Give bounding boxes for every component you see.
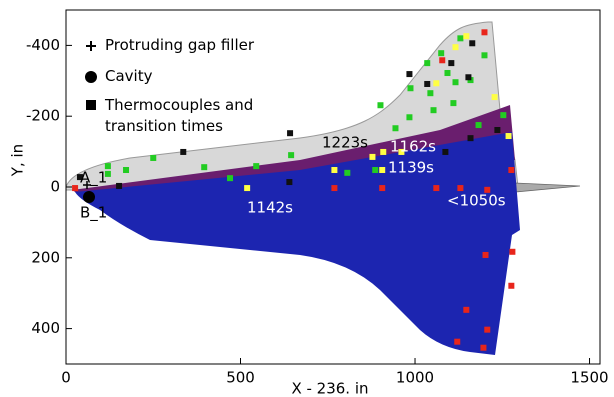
thermocouple (379, 185, 385, 191)
thermocouple (454, 339, 460, 345)
thermocouple (123, 167, 129, 173)
thermocouple (492, 94, 498, 100)
thermocouple (372, 167, 378, 173)
thermocouple (406, 114, 412, 120)
thermocouple (463, 33, 469, 39)
thermocouple (483, 252, 489, 258)
thermocouple (453, 44, 459, 50)
thermocouple (481, 29, 487, 35)
x-tick-label: 0 (61, 369, 71, 387)
thermocouple (287, 130, 293, 136)
thermocouple (369, 154, 375, 160)
thermocouple (457, 35, 463, 41)
legend-square (86, 100, 96, 110)
thermocouple (424, 60, 430, 66)
thermocouple (433, 80, 439, 86)
thermocouple (379, 167, 385, 173)
y-tick-label: 200 (31, 248, 60, 266)
thermocouple (331, 167, 337, 173)
thermocouple (331, 185, 337, 191)
thermocouple (468, 135, 474, 141)
thermocouple (438, 50, 444, 56)
thermocouple (377, 102, 383, 108)
thermocouple (116, 183, 122, 189)
thermocouple (406, 71, 412, 77)
thermocouple (431, 107, 437, 113)
thermocouple (72, 185, 78, 191)
thermocouple (506, 133, 512, 139)
x-tick-label: 1000 (396, 369, 434, 387)
annotation: B_1 (80, 204, 107, 223)
thermocouple (448, 60, 454, 66)
annotation: 1142s (247, 199, 293, 217)
thermocouple (150, 155, 156, 161)
thermocouple (494, 127, 500, 133)
legend-label: Cavity (105, 66, 152, 87)
thermocouple (392, 125, 398, 131)
thermocouple (244, 185, 250, 191)
thermocouple (424, 81, 430, 87)
annotation: 1223s (322, 134, 368, 152)
thermocouple (286, 179, 292, 185)
thermocouple (484, 327, 490, 333)
annotation: A_1 (80, 169, 107, 188)
thermocouple (457, 185, 463, 191)
thermocouple (508, 167, 514, 173)
legend-dot (85, 71, 97, 83)
thermocouple (481, 52, 487, 58)
thermocouple (500, 112, 506, 118)
legend-label: Protruding gap filler (105, 35, 254, 56)
thermocouple (444, 70, 450, 76)
thermocouple (288, 152, 294, 158)
thermocouple (201, 164, 207, 170)
y-tick-label: 400 (31, 319, 60, 337)
x-axis-title: X - 236. in (291, 380, 368, 397)
thermocouple (427, 90, 433, 96)
thermocouple (344, 170, 350, 176)
x-tick-label: 1500 (570, 369, 608, 387)
thermocouple (508, 283, 514, 289)
thermocouple (465, 74, 471, 80)
sting (515, 183, 580, 192)
thermocouple (453, 79, 459, 85)
thermocouple (442, 149, 448, 155)
thermocouple (180, 149, 186, 155)
legend-label: Thermocouples and transition times (105, 95, 280, 137)
y-tick-label: 0 (50, 178, 60, 196)
y-axis-title: Y, in (9, 144, 27, 177)
thermocouple (433, 185, 439, 191)
thermocouple (469, 40, 475, 46)
thermocouple (439, 57, 445, 63)
thermocouple (227, 175, 233, 181)
thermocouple (480, 345, 486, 351)
annotation: <1050s (447, 192, 506, 210)
thermocouple (380, 149, 386, 155)
x-tick-label: 500 (226, 369, 255, 387)
thermocouple (407, 85, 413, 91)
y-tick-label: -400 (26, 36, 60, 54)
annotation: 1139s (388, 159, 434, 177)
thermocouple (450, 100, 456, 106)
annotation: 1162s (390, 138, 436, 156)
legend-plus (86, 41, 96, 51)
cavity-marker (83, 191, 95, 203)
y-tick-label: -200 (26, 107, 60, 125)
thermocouple (509, 249, 515, 255)
thermocouple (463, 307, 469, 313)
figure: 1223s 1162s 1139s 1142s <1050s A_1 B_1 X… (0, 0, 614, 397)
thermocouple (476, 122, 482, 128)
chart: 1223s 1162s 1139s 1142s <1050s A_1 B_1 X… (0, 0, 614, 397)
thermocouple (253, 163, 259, 169)
